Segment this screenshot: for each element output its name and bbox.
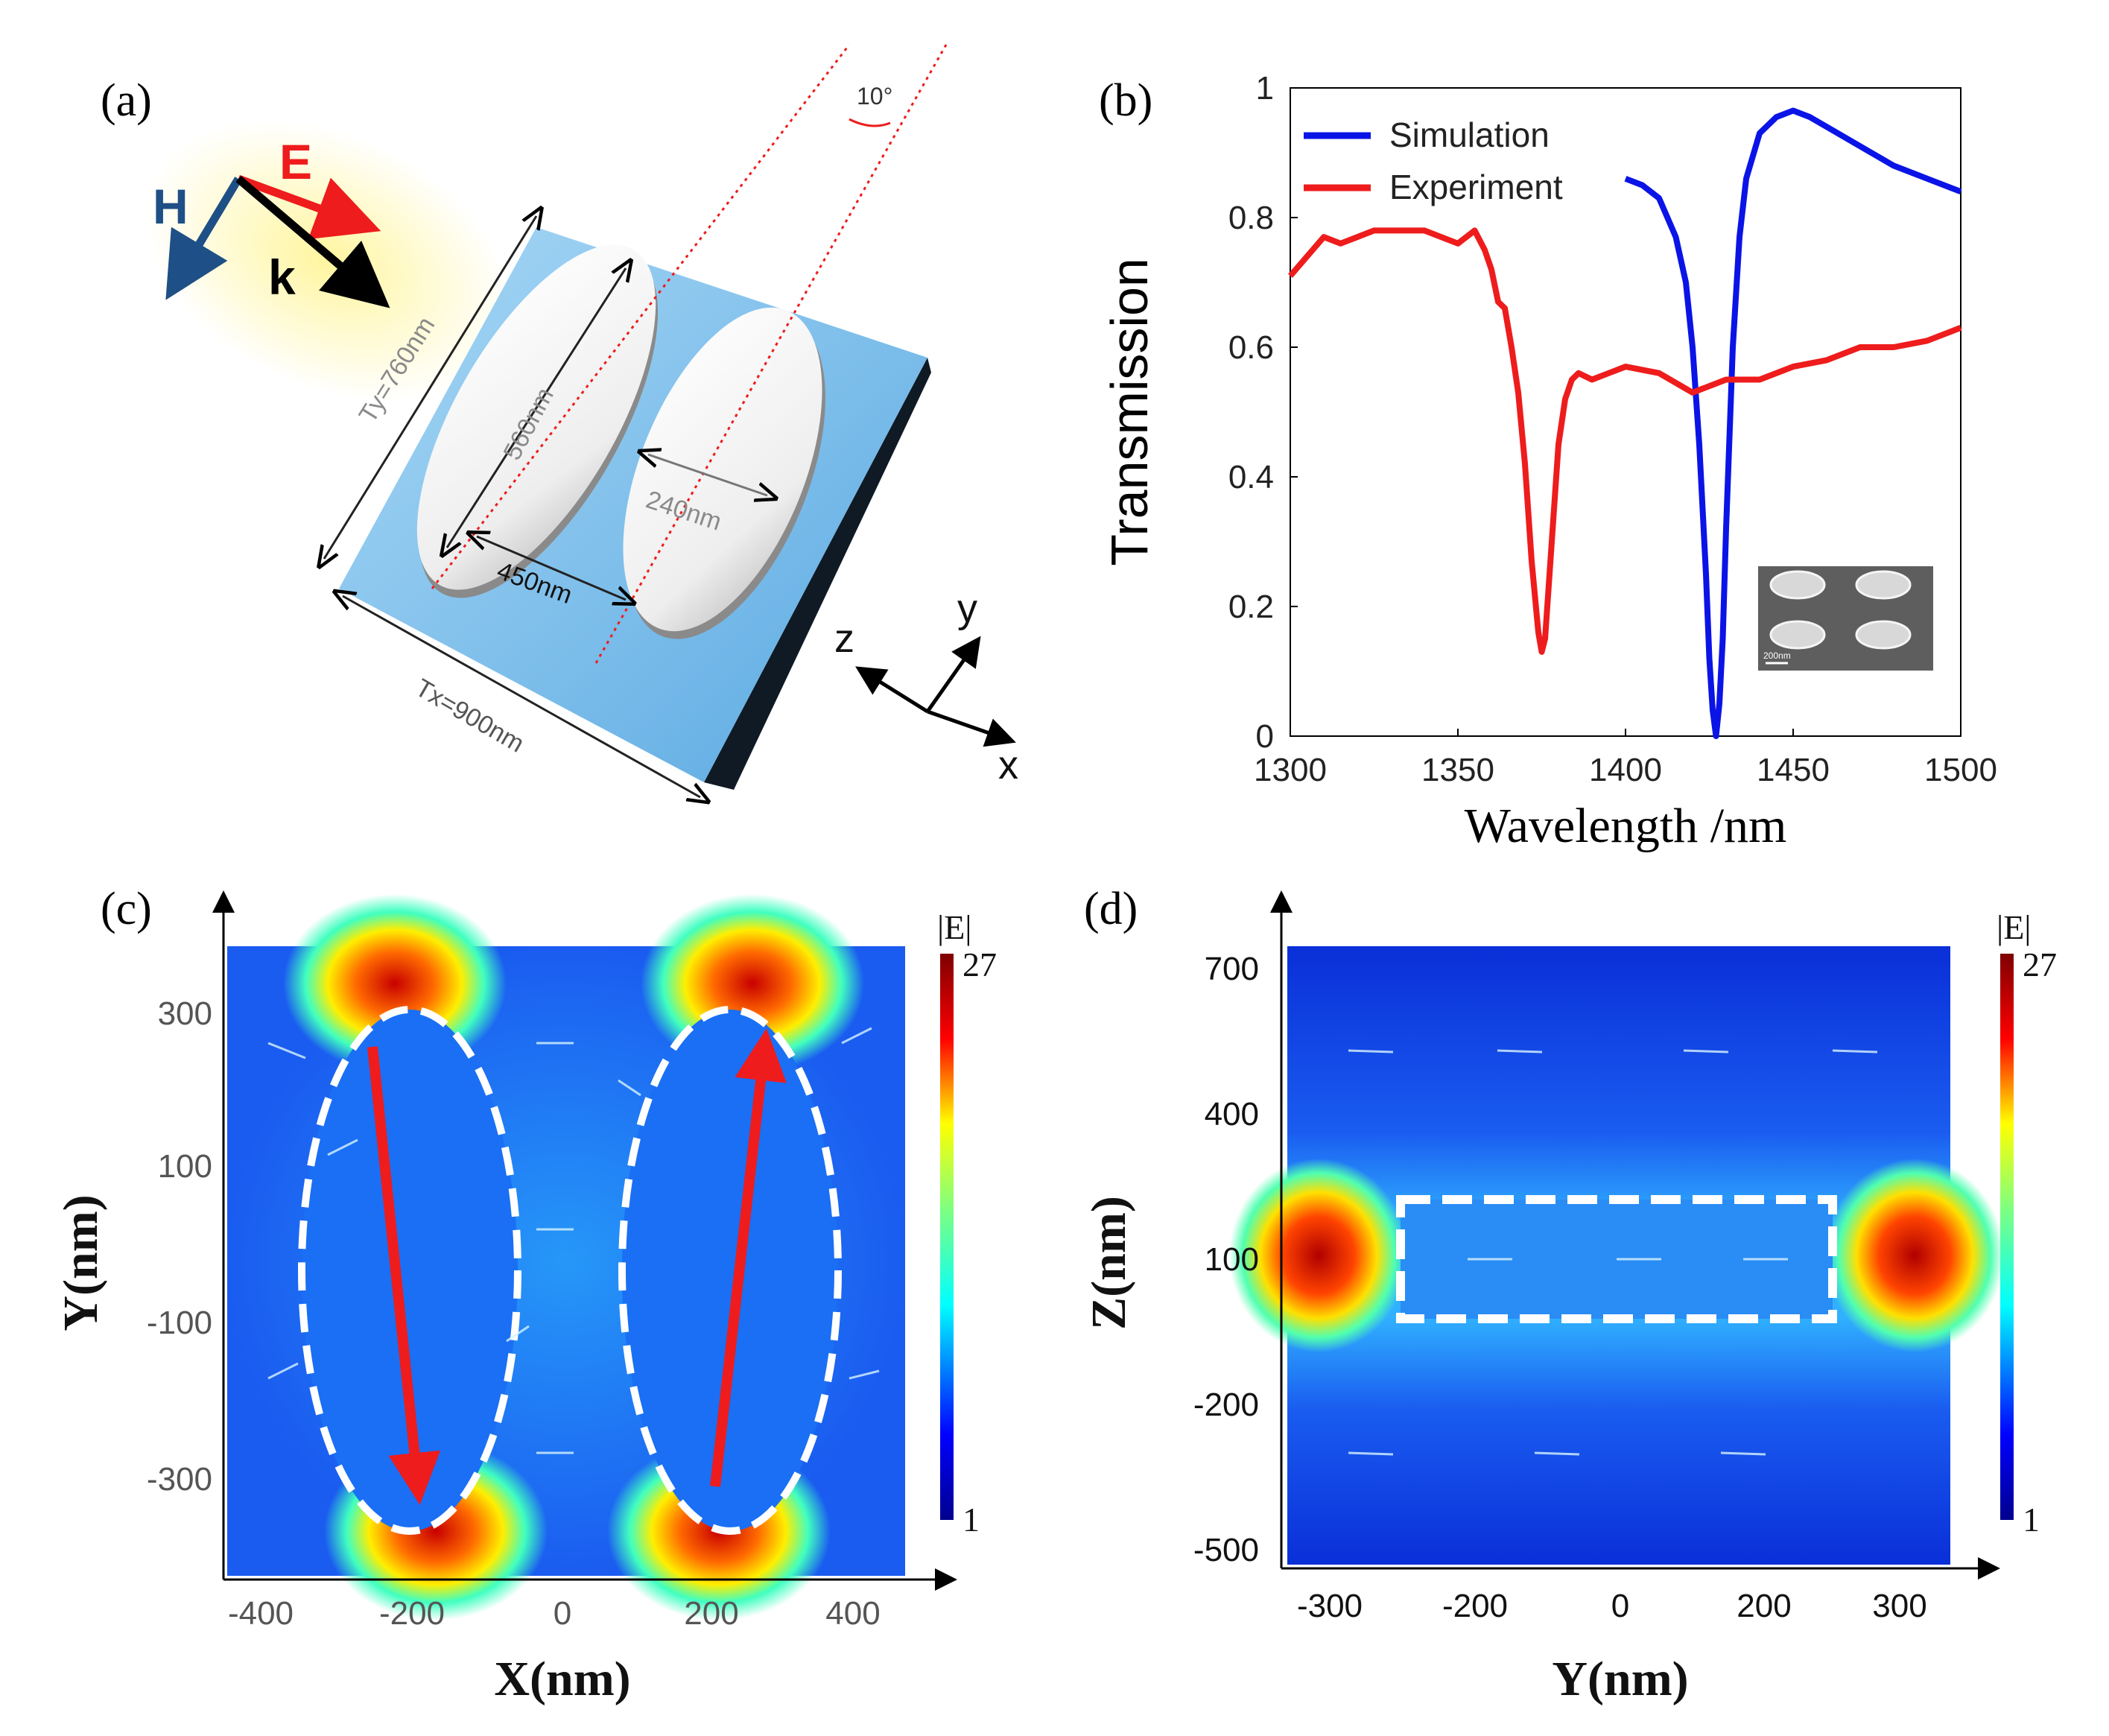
E-label: E bbox=[279, 134, 312, 189]
colorbar-max: 27 bbox=[2023, 945, 2057, 983]
field-map-xy: -400 -200 0 200 400 300 100 -100 -300 X(… bbox=[54, 890, 997, 1706]
xtick: -300 bbox=[1297, 1588, 1363, 1624]
axis-y-label: y bbox=[957, 586, 977, 631]
ytick: 300 bbox=[158, 995, 212, 1032]
xtick: 0 bbox=[554, 1595, 571, 1632]
colorbar-max: 27 bbox=[962, 945, 997, 983]
angle-label: 10° bbox=[857, 83, 892, 110]
legend: Simulation Experiment bbox=[1304, 115, 1563, 206]
colorbar-min: 1 bbox=[2023, 1501, 2040, 1539]
dim-tx: Tx=900nm bbox=[410, 674, 529, 758]
sem-inset: 200nm bbox=[1758, 566, 1933, 671]
ytick: 100 bbox=[1205, 1241, 1259, 1278]
y-axis-label: Z(nm) bbox=[1082, 1196, 1136, 1330]
y-tick-label: 0 bbox=[1256, 718, 1274, 755]
colorbar bbox=[2000, 954, 2014, 1520]
axis-x-label: x bbox=[998, 743, 1018, 788]
y-axis-label: Transmission bbox=[1100, 258, 1158, 566]
H-label: H bbox=[153, 179, 188, 234]
xtick: 400 bbox=[825, 1595, 880, 1632]
x-tick-label: 1300 bbox=[1254, 752, 1327, 788]
x-tick-label: 1350 bbox=[1421, 752, 1494, 788]
y-tick-label: 0.8 bbox=[1228, 200, 1274, 236]
x-tick-label: 1500 bbox=[1924, 752, 1997, 788]
ytick: -500 bbox=[1193, 1532, 1259, 1568]
y-tick-label: 0.6 bbox=[1228, 329, 1274, 366]
xtick: 200 bbox=[684, 1595, 738, 1632]
xtick: 200 bbox=[1737, 1588, 1791, 1624]
y-tick-label: 0.2 bbox=[1228, 589, 1274, 625]
xtick: 0 bbox=[1611, 1588, 1629, 1624]
ytick: -100 bbox=[147, 1305, 212, 1341]
colorbar-title: |E| bbox=[937, 908, 972, 946]
k-label: k bbox=[268, 250, 296, 305]
x-axis-label: Y(nm) bbox=[1552, 1652, 1688, 1706]
ytick: 100 bbox=[158, 1148, 212, 1185]
substrate-side bbox=[704, 358, 931, 790]
ytick: 700 bbox=[1205, 951, 1259, 987]
particle-right bbox=[618, 1006, 842, 1535]
y-tick-label: 1 bbox=[1256, 70, 1274, 107]
x-tick-label: 1400 bbox=[1589, 752, 1662, 788]
y-tick-label: 0.4 bbox=[1228, 459, 1274, 495]
colorbar-title: |E| bbox=[1997, 908, 2032, 946]
legend-simulation: Simulation bbox=[1389, 115, 1550, 154]
xtick: 300 bbox=[1872, 1588, 1926, 1624]
field-map-yz: -300 -200 0 200 300 700 400 100 -200 -50… bbox=[1082, 890, 2057, 1706]
xtick: -400 bbox=[228, 1595, 294, 1632]
panel-b-label: (b) bbox=[1099, 75, 1153, 126]
ytick: -300 bbox=[147, 1461, 212, 1498]
axis-z-label: z bbox=[834, 616, 854, 661]
series-line-simulation bbox=[1624, 107, 1962, 739]
x-axis-label: Wavelength /nm bbox=[1465, 799, 1787, 853]
legend-experiment: Experiment bbox=[1389, 168, 1563, 206]
inset-scale: 200nm bbox=[1763, 650, 1791, 661]
series-line-experiment bbox=[1287, 227, 1962, 655]
xtick: -200 bbox=[1442, 1588, 1508, 1624]
panel-a-label: (a) bbox=[101, 75, 152, 126]
xtick: -200 bbox=[379, 1595, 445, 1632]
x-tick-label: 1450 bbox=[1757, 752, 1830, 788]
x-axis-label: X(nm) bbox=[494, 1652, 630, 1706]
panel-a-schematic: 10° Ty=760nm Tx=900nm 560nm 240nm 450nm … bbox=[144, 44, 1018, 842]
transmission-chart: 1300 1350 1400 1450 1500 0 0.2 0.4 0.6 0.8 1 Wave… bbox=[1100, 70, 1997, 853]
ytick: 400 bbox=[1205, 1096, 1259, 1132]
dipole-arrow-left bbox=[367, 1046, 441, 1505]
colorbar-min: 1 bbox=[962, 1501, 980, 1539]
colorbar bbox=[940, 954, 954, 1520]
y-axis-label: Y(nm) bbox=[54, 1194, 108, 1331]
ytick: -200 bbox=[1193, 1387, 1259, 1423]
dipole-arrow-right bbox=[710, 1028, 787, 1487]
panel-d-label: (d) bbox=[1084, 884, 1138, 934]
panel-c-label: (c) bbox=[101, 884, 152, 934]
